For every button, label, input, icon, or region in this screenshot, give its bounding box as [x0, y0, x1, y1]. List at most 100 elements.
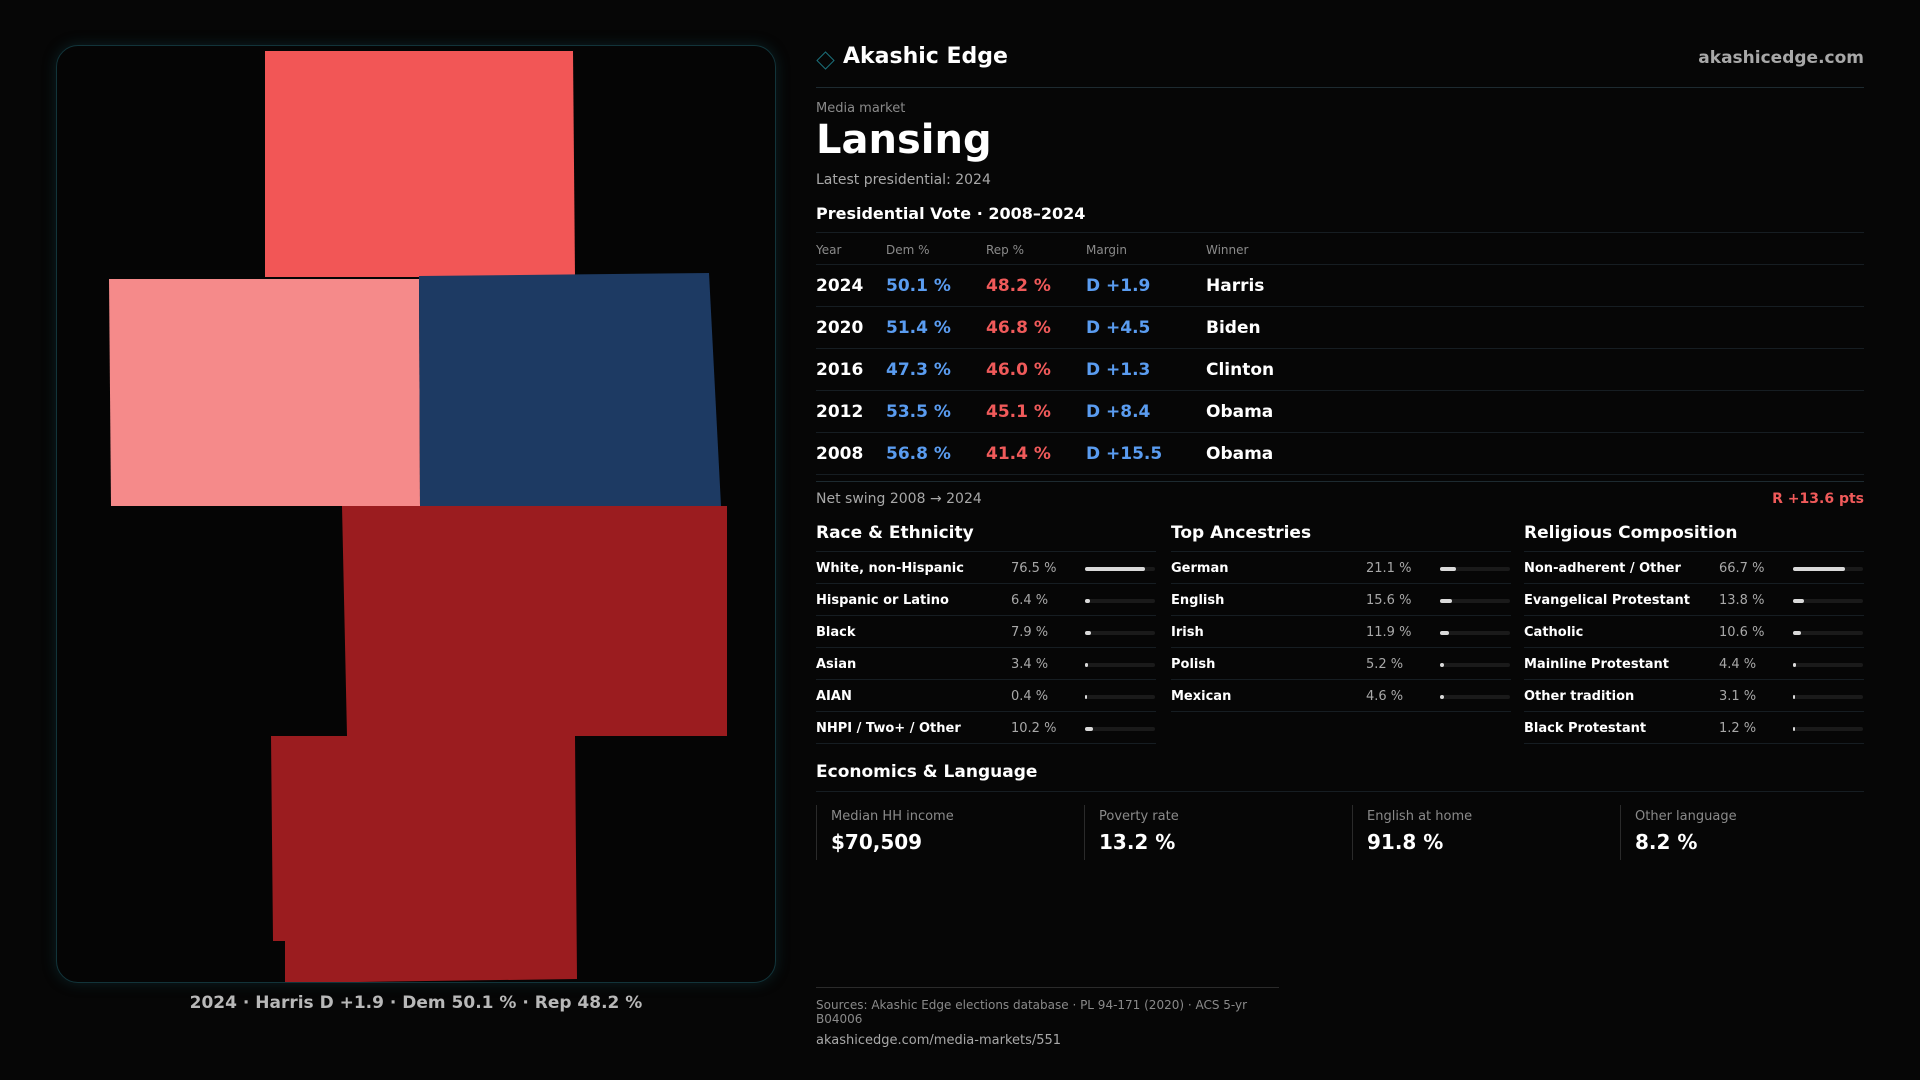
- religion-bar-fill: [1793, 599, 1804, 603]
- race-row: AIAN 0.4 %: [816, 680, 1156, 712]
- vote-rep: 41.4 %: [986, 444, 1051, 464]
- religion-section: Religious Composition Non-adherent / Oth…: [1524, 522, 1864, 744]
- econ-label: Poverty rate: [1099, 809, 1179, 824]
- race-label: AIAN: [816, 689, 852, 704]
- latest-presidential: Latest presidential: 2024: [816, 172, 991, 188]
- race-bar: [1085, 727, 1155, 731]
- sources-link[interactable]: akashicedge.com/media-markets/551: [816, 1033, 1062, 1048]
- vote-year: 2016: [816, 360, 864, 380]
- ancestry-bar-fill: [1440, 695, 1444, 699]
- vote-row: 2016 47.3 % 46.0 % D +1.3 Clinton: [816, 349, 1864, 391]
- econ-card-english: English at home 91.8 %: [1352, 805, 1602, 860]
- vote-winner: Obama: [1206, 402, 1274, 422]
- header-year: Year: [816, 243, 842, 257]
- votes-table: Year Dem % Rep % Margin Winner 2024 50.1 …: [816, 232, 1864, 475]
- header-margin: Margin: [1086, 243, 1127, 257]
- race-row: White, non-Hispanic 76.5 %: [816, 552, 1156, 584]
- vote-year: 2020: [816, 318, 864, 338]
- race-value: 6.4 %: [1011, 593, 1049, 608]
- econ-card-poverty: Poverty rate 13.2 %: [1084, 805, 1334, 860]
- race-value: 10.2 %: [1011, 721, 1057, 736]
- econ-value: $70,509: [831, 830, 923, 854]
- religion-bar-fill: [1793, 631, 1802, 635]
- header-rep: Rep %: [986, 243, 1025, 257]
- ancestry-bar: [1440, 663, 1510, 667]
- detail-panel: Akashic Edge akashicedge.com Media marke…: [816, 0, 1864, 1080]
- race-bar-fill: [1085, 631, 1092, 635]
- ancestry-row: Polish 5.2 %: [1171, 648, 1511, 680]
- ancestry-row: Mexican 4.6 %: [1171, 680, 1511, 712]
- ancestry-bar: [1440, 567, 1510, 571]
- econ-value: 91.8 %: [1367, 830, 1444, 854]
- religion-bar-fill: [1793, 663, 1797, 667]
- religion-row: Evangelical Protestant 13.8 %: [1524, 584, 1864, 616]
- race-value: 0.4 %: [1011, 689, 1049, 704]
- econ-value: 8.2 %: [1635, 830, 1698, 854]
- vote-row: 2020 51.4 % 46.8 % D +4.5 Biden: [816, 307, 1864, 349]
- religion-bar: [1793, 631, 1863, 635]
- ancestry-value: 4.6 %: [1366, 689, 1404, 704]
- net-swing-value: R +13.6 pts: [1772, 491, 1864, 507]
- vote-row: 2008 56.8 % 41.4 % D +15.5 Obama: [816, 433, 1864, 475]
- county-south-east[interactable]: [342, 506, 727, 736]
- race-label: Hispanic or Latino: [816, 593, 949, 608]
- county-west[interactable]: [109, 279, 420, 506]
- ancestry-row: Irish 11.9 %: [1171, 616, 1511, 648]
- ancestry-bar: [1440, 599, 1510, 603]
- religion-bar-fill: [1793, 567, 1845, 571]
- religion-row: Black Protestant 1.2 %: [1524, 712, 1864, 744]
- vote-winner: Clinton: [1206, 360, 1275, 380]
- sources-footer: Sources: Akashic Edge elections database…: [816, 987, 1279, 1048]
- race-section: Race & Ethnicity White, non-Hispanic 76.5…: [816, 522, 1156, 744]
- econ-label: Other language: [1635, 809, 1737, 824]
- religion-row: Other tradition 3.1 %: [1524, 680, 1864, 712]
- vote-dem: 53.5 %: [886, 402, 951, 422]
- ancestry-row: English 15.6 %: [1171, 584, 1511, 616]
- votes-title: Presidential Vote · 2008–2024: [816, 204, 1086, 223]
- ancestry-bar: [1440, 631, 1510, 635]
- race-row: NHPI / Two+ / Other 10.2 %: [816, 712, 1156, 744]
- ancestry-value: 11.9 %: [1366, 625, 1412, 640]
- county-north[interactable]: [265, 51, 575, 277]
- county-south[interactable]: [271, 736, 577, 983]
- economics-cards: Median HH income $70,509 Poverty rate 13…: [816, 805, 1864, 860]
- ancestry-bar-fill: [1440, 663, 1445, 667]
- race-bar-fill: [1085, 567, 1145, 571]
- race-bar: [1085, 631, 1155, 635]
- race-value: 3.4 %: [1011, 657, 1049, 672]
- econ-label: Median HH income: [831, 809, 954, 824]
- vote-dem: 56.8 %: [886, 444, 951, 464]
- race-bar: [1085, 599, 1155, 603]
- ancestry-section: Top Ancestries German 21.1 % English 15.6 %…: [1171, 522, 1511, 712]
- ancestry-label: English: [1171, 593, 1225, 608]
- vote-winner: Biden: [1206, 318, 1261, 338]
- brand-header: Akashic Edge akashicedge.com: [816, 44, 1864, 88]
- econ-label: English at home: [1367, 809, 1473, 824]
- vote-rep: 46.8 %: [986, 318, 1051, 338]
- county-east[interactable]: [419, 273, 721, 506]
- sources-text: Sources: Akashic Edge elections database…: [816, 998, 1248, 1026]
- header-dem: Dem %: [886, 243, 930, 257]
- vote-dem: 47.3 %: [886, 360, 951, 380]
- race-bar: [1085, 567, 1155, 571]
- religion-bar: [1793, 567, 1863, 571]
- race-bar: [1085, 663, 1155, 667]
- race-row: Hispanic or Latino 6.4 %: [816, 584, 1156, 616]
- religion-row: Catholic 10.6 %: [1524, 616, 1864, 648]
- vote-rep: 45.1 %: [986, 402, 1051, 422]
- race-bar: [1085, 695, 1155, 699]
- ancestry-value: 15.6 %: [1366, 593, 1412, 608]
- religion-label: Black Protestant: [1524, 721, 1647, 736]
- market-map[interactable]: [56, 45, 776, 983]
- vote-margin: D +1.3: [1086, 360, 1151, 380]
- brand-name[interactable]: Akashic Edge: [843, 44, 1008, 69]
- ancestry-label: German: [1171, 561, 1229, 576]
- religion-row: Non-adherent / Other 66.7 %: [1524, 552, 1864, 584]
- religion-value: 4.4 %: [1719, 657, 1757, 672]
- religion-value: 1.2 %: [1719, 721, 1757, 736]
- brand-url[interactable]: akashicedge.com: [1698, 48, 1864, 68]
- vote-year: 2024: [816, 276, 864, 296]
- ancestry-value: 21.1 %: [1366, 561, 1412, 576]
- net-swing: Net swing 2008 → 2024 R +13.6 pts: [816, 481, 1864, 511]
- ancestry-value: 5.2 %: [1366, 657, 1404, 672]
